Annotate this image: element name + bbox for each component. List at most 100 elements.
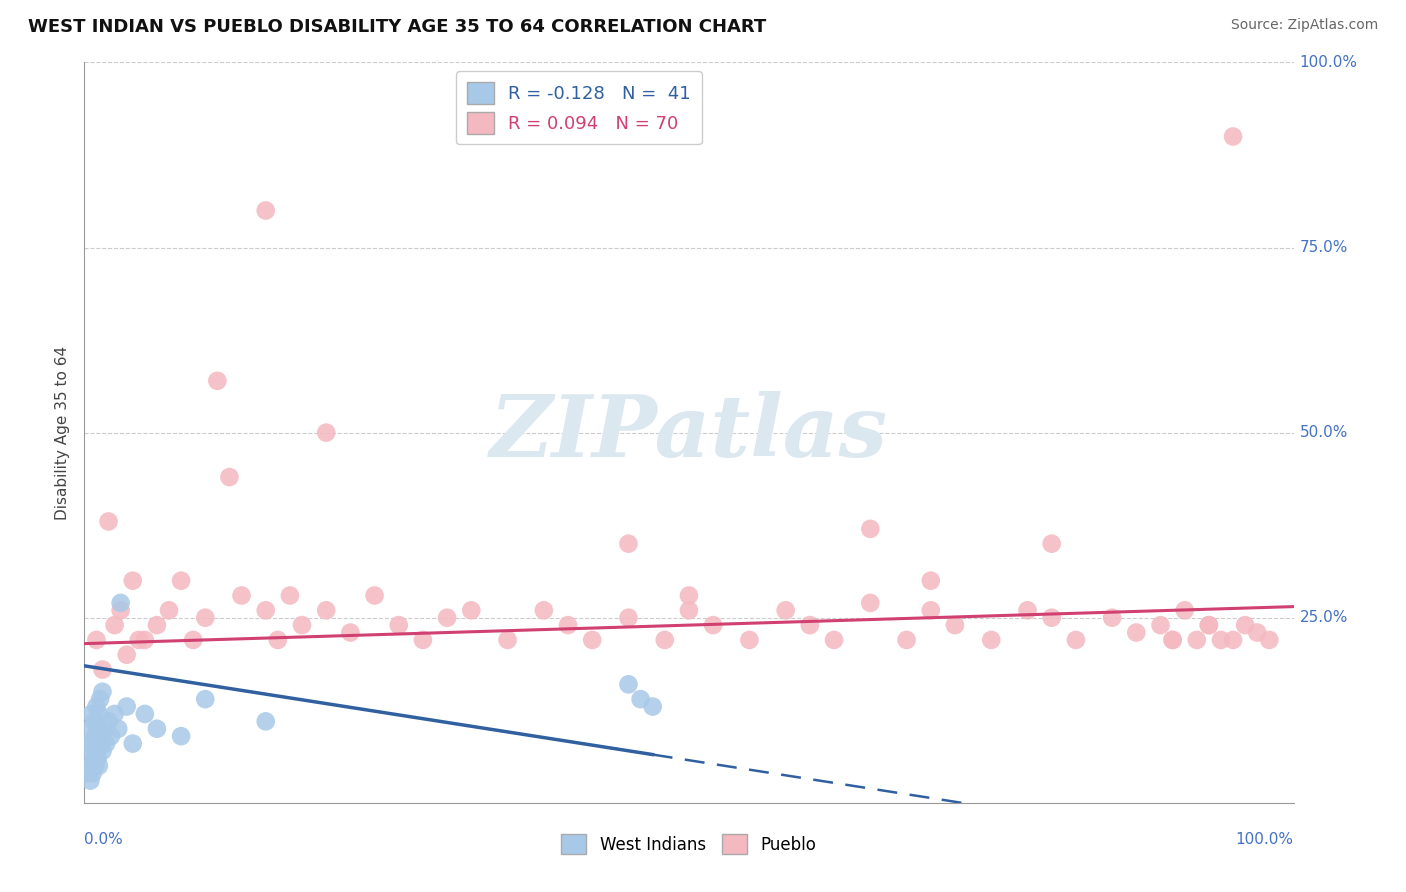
Point — [77, 751, 100, 765]
Point — [107, 722, 129, 736]
Point — [496, 632, 519, 647]
Point — [1040, 610, 1063, 624]
Point — [617, 610, 640, 624]
Point — [91, 744, 114, 758]
Point — [146, 722, 169, 736]
Text: 100.0%: 100.0% — [1236, 832, 1294, 847]
Text: Source: ZipAtlas.com: Source: ZipAtlas.com — [1230, 18, 1378, 32]
Point — [181, 632, 204, 647]
Point — [100, 729, 122, 743]
Text: ZIPatlas: ZIPatlas — [489, 391, 889, 475]
Point — [896, 632, 918, 647]
Point — [97, 714, 120, 729]
Point — [194, 610, 217, 624]
Point — [254, 603, 277, 617]
Point — [412, 632, 434, 647]
Point — [80, 706, 103, 721]
Text: WEST INDIAN VS PUEBLO DISABILITY AGE 35 TO 64 CORRELATION CHART: WEST INDIAN VS PUEBLO DISABILITY AGE 35 … — [28, 18, 766, 36]
Point — [90, 729, 112, 743]
Point — [617, 677, 640, 691]
Point — [1246, 625, 1268, 640]
Point — [91, 663, 114, 677]
Point — [1017, 603, 1039, 617]
Point — [859, 522, 882, 536]
Point — [89, 737, 111, 751]
Point — [115, 648, 138, 662]
Point — [91, 685, 114, 699]
Point — [1161, 632, 1184, 647]
Point — [121, 574, 143, 588]
Point — [207, 374, 229, 388]
Point — [859, 596, 882, 610]
Point — [1209, 632, 1232, 647]
Point — [1040, 536, 1063, 550]
Point — [1161, 632, 1184, 647]
Point — [1125, 625, 1147, 640]
Point — [1198, 618, 1220, 632]
Point — [254, 714, 277, 729]
Point — [278, 589, 301, 603]
Point — [267, 632, 290, 647]
Point — [83, 751, 105, 765]
Point — [94, 737, 117, 751]
Point — [104, 618, 127, 632]
Point — [87, 706, 110, 721]
Point — [110, 603, 132, 617]
Point — [823, 632, 845, 647]
Point — [1185, 632, 1208, 647]
Point — [291, 618, 314, 632]
Point — [170, 729, 193, 743]
Point — [97, 515, 120, 529]
Point — [738, 632, 761, 647]
Point — [641, 699, 664, 714]
Point — [134, 632, 156, 647]
Point — [1174, 603, 1197, 617]
Point — [86, 632, 108, 647]
Point — [231, 589, 253, 603]
Point — [799, 618, 821, 632]
Point — [678, 603, 700, 617]
Point — [84, 729, 107, 743]
Text: 25.0%: 25.0% — [1299, 610, 1348, 625]
Point — [315, 603, 337, 617]
Point — [775, 603, 797, 617]
Point — [388, 618, 411, 632]
Point — [86, 722, 108, 736]
Point — [218, 470, 240, 484]
Point — [533, 603, 555, 617]
Point — [86, 744, 108, 758]
Point — [1149, 618, 1171, 632]
Point — [630, 692, 652, 706]
Point — [89, 692, 111, 706]
Point — [86, 699, 108, 714]
Point — [82, 737, 104, 751]
Point — [86, 751, 108, 765]
Point — [76, 766, 98, 780]
Y-axis label: Disability Age 35 to 64: Disability Age 35 to 64 — [55, 345, 70, 520]
Point — [157, 603, 180, 617]
Text: 75.0%: 75.0% — [1299, 240, 1348, 255]
Point — [581, 632, 603, 647]
Point — [315, 425, 337, 440]
Legend: West Indians, Pueblo: West Indians, Pueblo — [554, 828, 824, 861]
Point — [920, 603, 942, 617]
Point — [146, 618, 169, 632]
Point — [678, 589, 700, 603]
Point — [920, 574, 942, 588]
Point — [194, 692, 217, 706]
Point — [980, 632, 1002, 647]
Point — [702, 618, 724, 632]
Point — [943, 618, 966, 632]
Point — [110, 596, 132, 610]
Point — [77, 737, 100, 751]
Point — [654, 632, 676, 647]
Point — [1198, 618, 1220, 632]
Text: 100.0%: 100.0% — [1299, 55, 1358, 70]
Point — [436, 610, 458, 624]
Point — [83, 714, 105, 729]
Point — [128, 632, 150, 647]
Point — [460, 603, 482, 617]
Point — [82, 766, 104, 780]
Point — [1101, 610, 1123, 624]
Point — [1064, 632, 1087, 647]
